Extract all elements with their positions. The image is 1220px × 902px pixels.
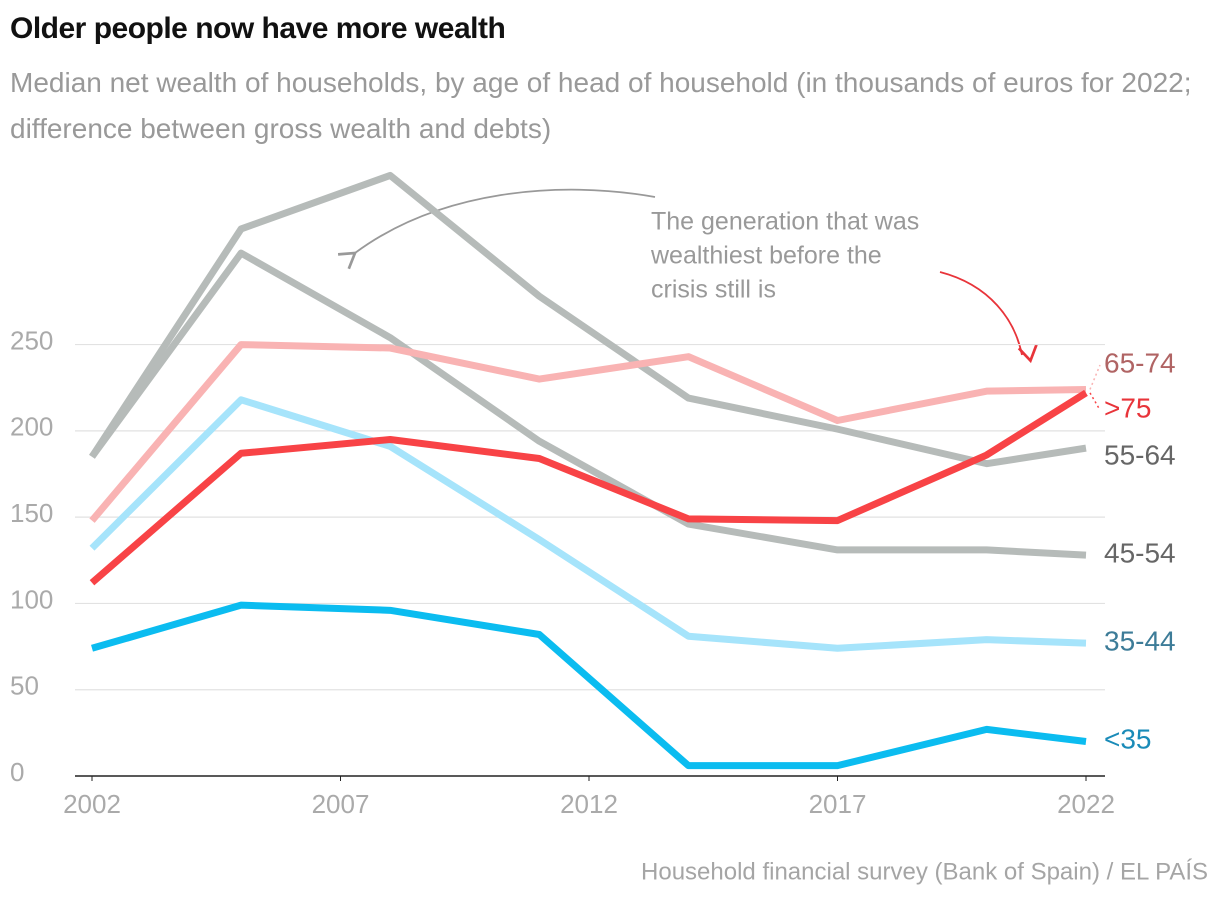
x-tick-label: 2017 xyxy=(809,789,867,819)
line xyxy=(89,171,1087,468)
label-connector xyxy=(1089,364,1101,390)
annotation: wealthiest before the xyxy=(650,242,882,270)
y-tick-label: 100 xyxy=(10,584,53,614)
annotation-arrow xyxy=(939,271,1038,364)
x-tick-label: 2002 xyxy=(63,789,121,819)
label-connector xyxy=(1089,392,1101,411)
y-tick-label: 150 xyxy=(10,498,53,528)
line xyxy=(91,601,1087,770)
x-tick-label: 2022 xyxy=(1057,789,1115,819)
series-label: 65-74 xyxy=(1104,347,1176,378)
y-tick-label: 50 xyxy=(10,671,39,701)
annotation-arrow xyxy=(337,188,656,270)
x-tick-label: 2012 xyxy=(560,789,618,819)
chart-title: Older people now have more wealth xyxy=(10,12,506,45)
annotation: The generation that was xyxy=(651,208,919,236)
series-label: 45-54 xyxy=(1104,537,1176,568)
line xyxy=(89,396,1087,652)
y-tick-label: 0 xyxy=(10,757,24,787)
annotation: crisis still is xyxy=(651,276,776,304)
y-tick-label: 250 xyxy=(10,325,53,355)
y-tick-label: 200 xyxy=(10,412,53,442)
series-label: 35-44 xyxy=(1104,625,1176,656)
series-label: 55-64 xyxy=(1104,439,1176,470)
x-tick-label: 2007 xyxy=(312,789,370,819)
line xyxy=(89,389,1088,586)
chart-subtitle: Median net wealth of households, by age … xyxy=(10,67,1192,144)
line xyxy=(89,341,1087,523)
series-label: >75 xyxy=(1104,392,1152,423)
source: Household financial survey (Bank of Spai… xyxy=(641,858,1208,885)
series-label: <35 xyxy=(1104,723,1152,754)
line xyxy=(89,249,1087,559)
